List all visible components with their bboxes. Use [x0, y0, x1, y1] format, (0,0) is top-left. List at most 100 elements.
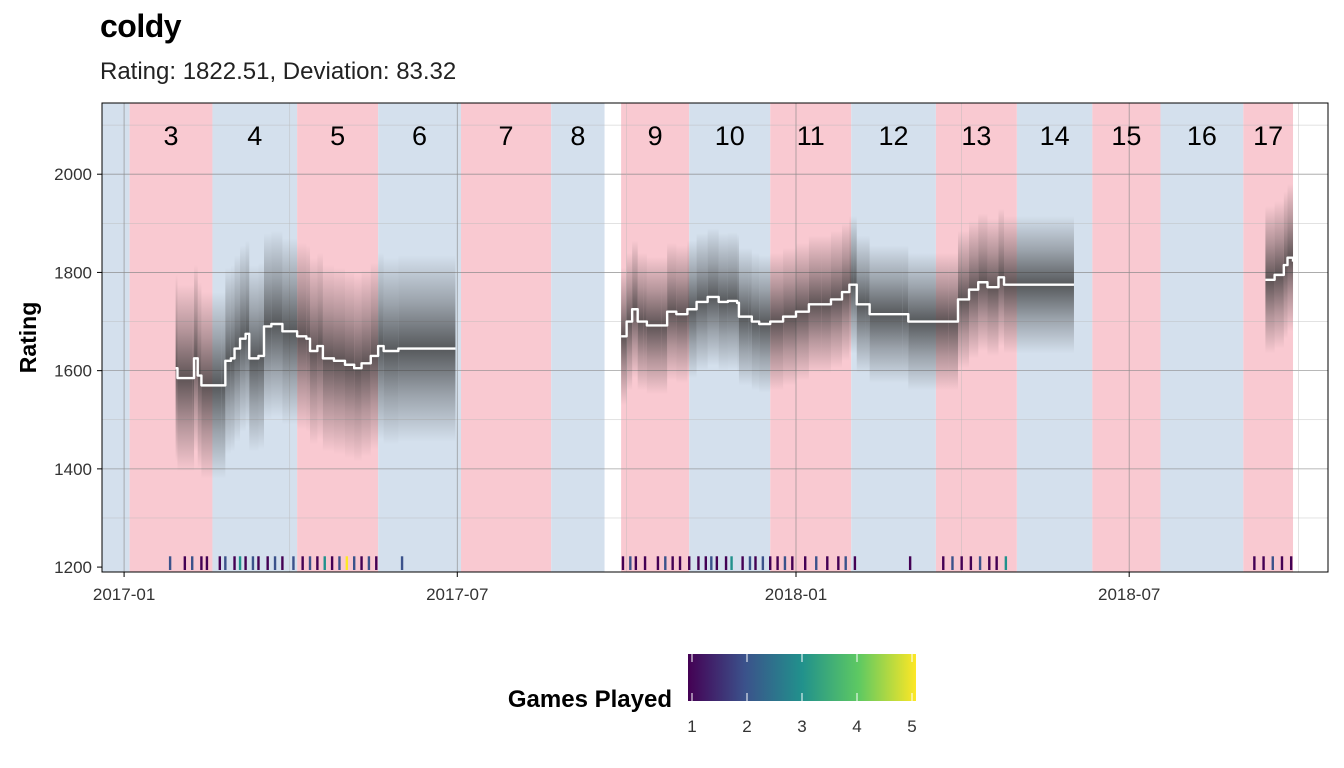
period-label: 11: [797, 121, 825, 151]
games-played-rug: [168, 556, 1293, 570]
period-band: [1092, 103, 1161, 572]
rug-tick: [960, 556, 963, 570]
y-axis-title: Rating: [15, 302, 41, 374]
rug-tick: [224, 556, 227, 570]
rug-tick: [200, 556, 203, 570]
x-tick-label: 2017-07: [426, 585, 488, 604]
period-label: 14: [1040, 121, 1070, 151]
rug-tick: [837, 556, 840, 570]
rug-tick: [191, 556, 194, 570]
rug-tick: [754, 556, 757, 570]
rug-tick: [251, 556, 255, 570]
rug-tick: [316, 556, 319, 570]
rug-tick: [656, 556, 660, 570]
period-label: 7: [499, 121, 514, 151]
period-label: 12: [879, 121, 909, 151]
axes: 1200 1400 1600 1800 2000 2017-01 2017-07 2018-0…: [15, 165, 1160, 604]
rug-tick: [621, 556, 625, 570]
rug-tick: [724, 556, 728, 570]
rug-tick: [844, 556, 847, 570]
period-label: 16: [1187, 121, 1217, 151]
rug-tick: [942, 556, 945, 570]
rug-tick: [266, 556, 269, 570]
rug-tick: [678, 556, 682, 570]
period-labels: 3 4 5 6 7 8 9 10 11 12 13 14 15 16 17: [164, 121, 1284, 151]
legend-tick-label: 5: [907, 717, 916, 736]
legend-tick-label: 4: [852, 717, 861, 736]
period-label: 3: [164, 121, 179, 151]
rug-tick: [769, 556, 772, 570]
y-tick-label: 1800: [54, 263, 92, 282]
period-label: 6: [412, 121, 427, 151]
rug-tick: [748, 556, 752, 570]
period-label: 9: [648, 121, 663, 151]
rug-tick: [643, 556, 647, 570]
rug-tick: [301, 556, 304, 570]
rug-tick: [281, 556, 284, 570]
rug-tick: [1253, 556, 1256, 570]
x-tick-label: 2018-07: [1098, 585, 1160, 604]
rug-tick: [664, 556, 667, 570]
rug-tick: [1280, 556, 1284, 570]
legend-tick-label: 1: [687, 717, 696, 736]
rug-tick: [1262, 556, 1265, 570]
panel-border: [101, 102, 1329, 573]
rug-tick: [323, 556, 326, 570]
rug-tick: [292, 556, 295, 570]
x-tick-label: 2018-01: [765, 585, 827, 604]
period-band: [551, 103, 605, 572]
rug-tick: [375, 556, 378, 570]
rug-tick: [853, 556, 857, 570]
legend-tick-label: 3: [797, 717, 806, 736]
rug-tick: [791, 556, 794, 570]
rug-tick: [688, 556, 691, 570]
y-tick-label: 1400: [54, 460, 92, 479]
rug-tick: [730, 556, 733, 570]
y-tick-label: 1200: [54, 558, 92, 577]
period-band: [102, 103, 130, 572]
rug-tick: [338, 556, 341, 570]
rug-tick: [244, 556, 247, 570]
rug-tick: [715, 556, 719, 570]
rug-tick: [671, 556, 674, 570]
period-label: 4: [247, 121, 262, 151]
period-label: 8: [570, 121, 585, 151]
legend-title: Games Played: [508, 686, 672, 713]
period-bands: [102, 103, 1328, 572]
rating-lines: [175, 256, 1295, 387]
chart-subtitle: Rating: 1822.51, Deviation: 83.32: [100, 58, 457, 85]
period-band: [1160, 103, 1244, 572]
rug-tick: [238, 556, 242, 570]
y-tick-label: 2000: [54, 165, 92, 184]
rating-line: [621, 276, 1074, 338]
rug-tick: [1289, 556, 1293, 570]
rug-tick: [704, 556, 707, 570]
rug-tick: [710, 556, 713, 570]
rug-tick: [257, 556, 260, 570]
rug-tick: [352, 556, 356, 570]
rug-tick: [815, 556, 818, 570]
rug-tick: [1004, 556, 1008, 570]
rug-tick: [634, 556, 638, 570]
legend-tick-label: 2: [742, 717, 751, 736]
rug-tick: [826, 556, 829, 570]
rug-tick: [168, 556, 172, 570]
rug-tick: [783, 556, 787, 570]
rug-tick: [988, 556, 991, 570]
rug-tick: [183, 556, 187, 570]
rug-tick: [400, 556, 404, 570]
rug-tick: [978, 556, 982, 570]
rug-tick: [776, 556, 779, 570]
rug-tick: [233, 556, 236, 570]
rug-tick: [969, 556, 973, 570]
rating-line: [1265, 256, 1295, 281]
rug-tick: [205, 556, 209, 570]
rug-tick: [951, 556, 954, 570]
rating-line: [175, 322, 456, 387]
rug-tick: [360, 556, 363, 570]
period-label: 17: [1253, 121, 1283, 151]
period-label: 10: [715, 121, 745, 151]
rug-tick: [629, 556, 632, 570]
rug-tick: [218, 556, 222, 570]
rug-tick: [273, 556, 277, 570]
